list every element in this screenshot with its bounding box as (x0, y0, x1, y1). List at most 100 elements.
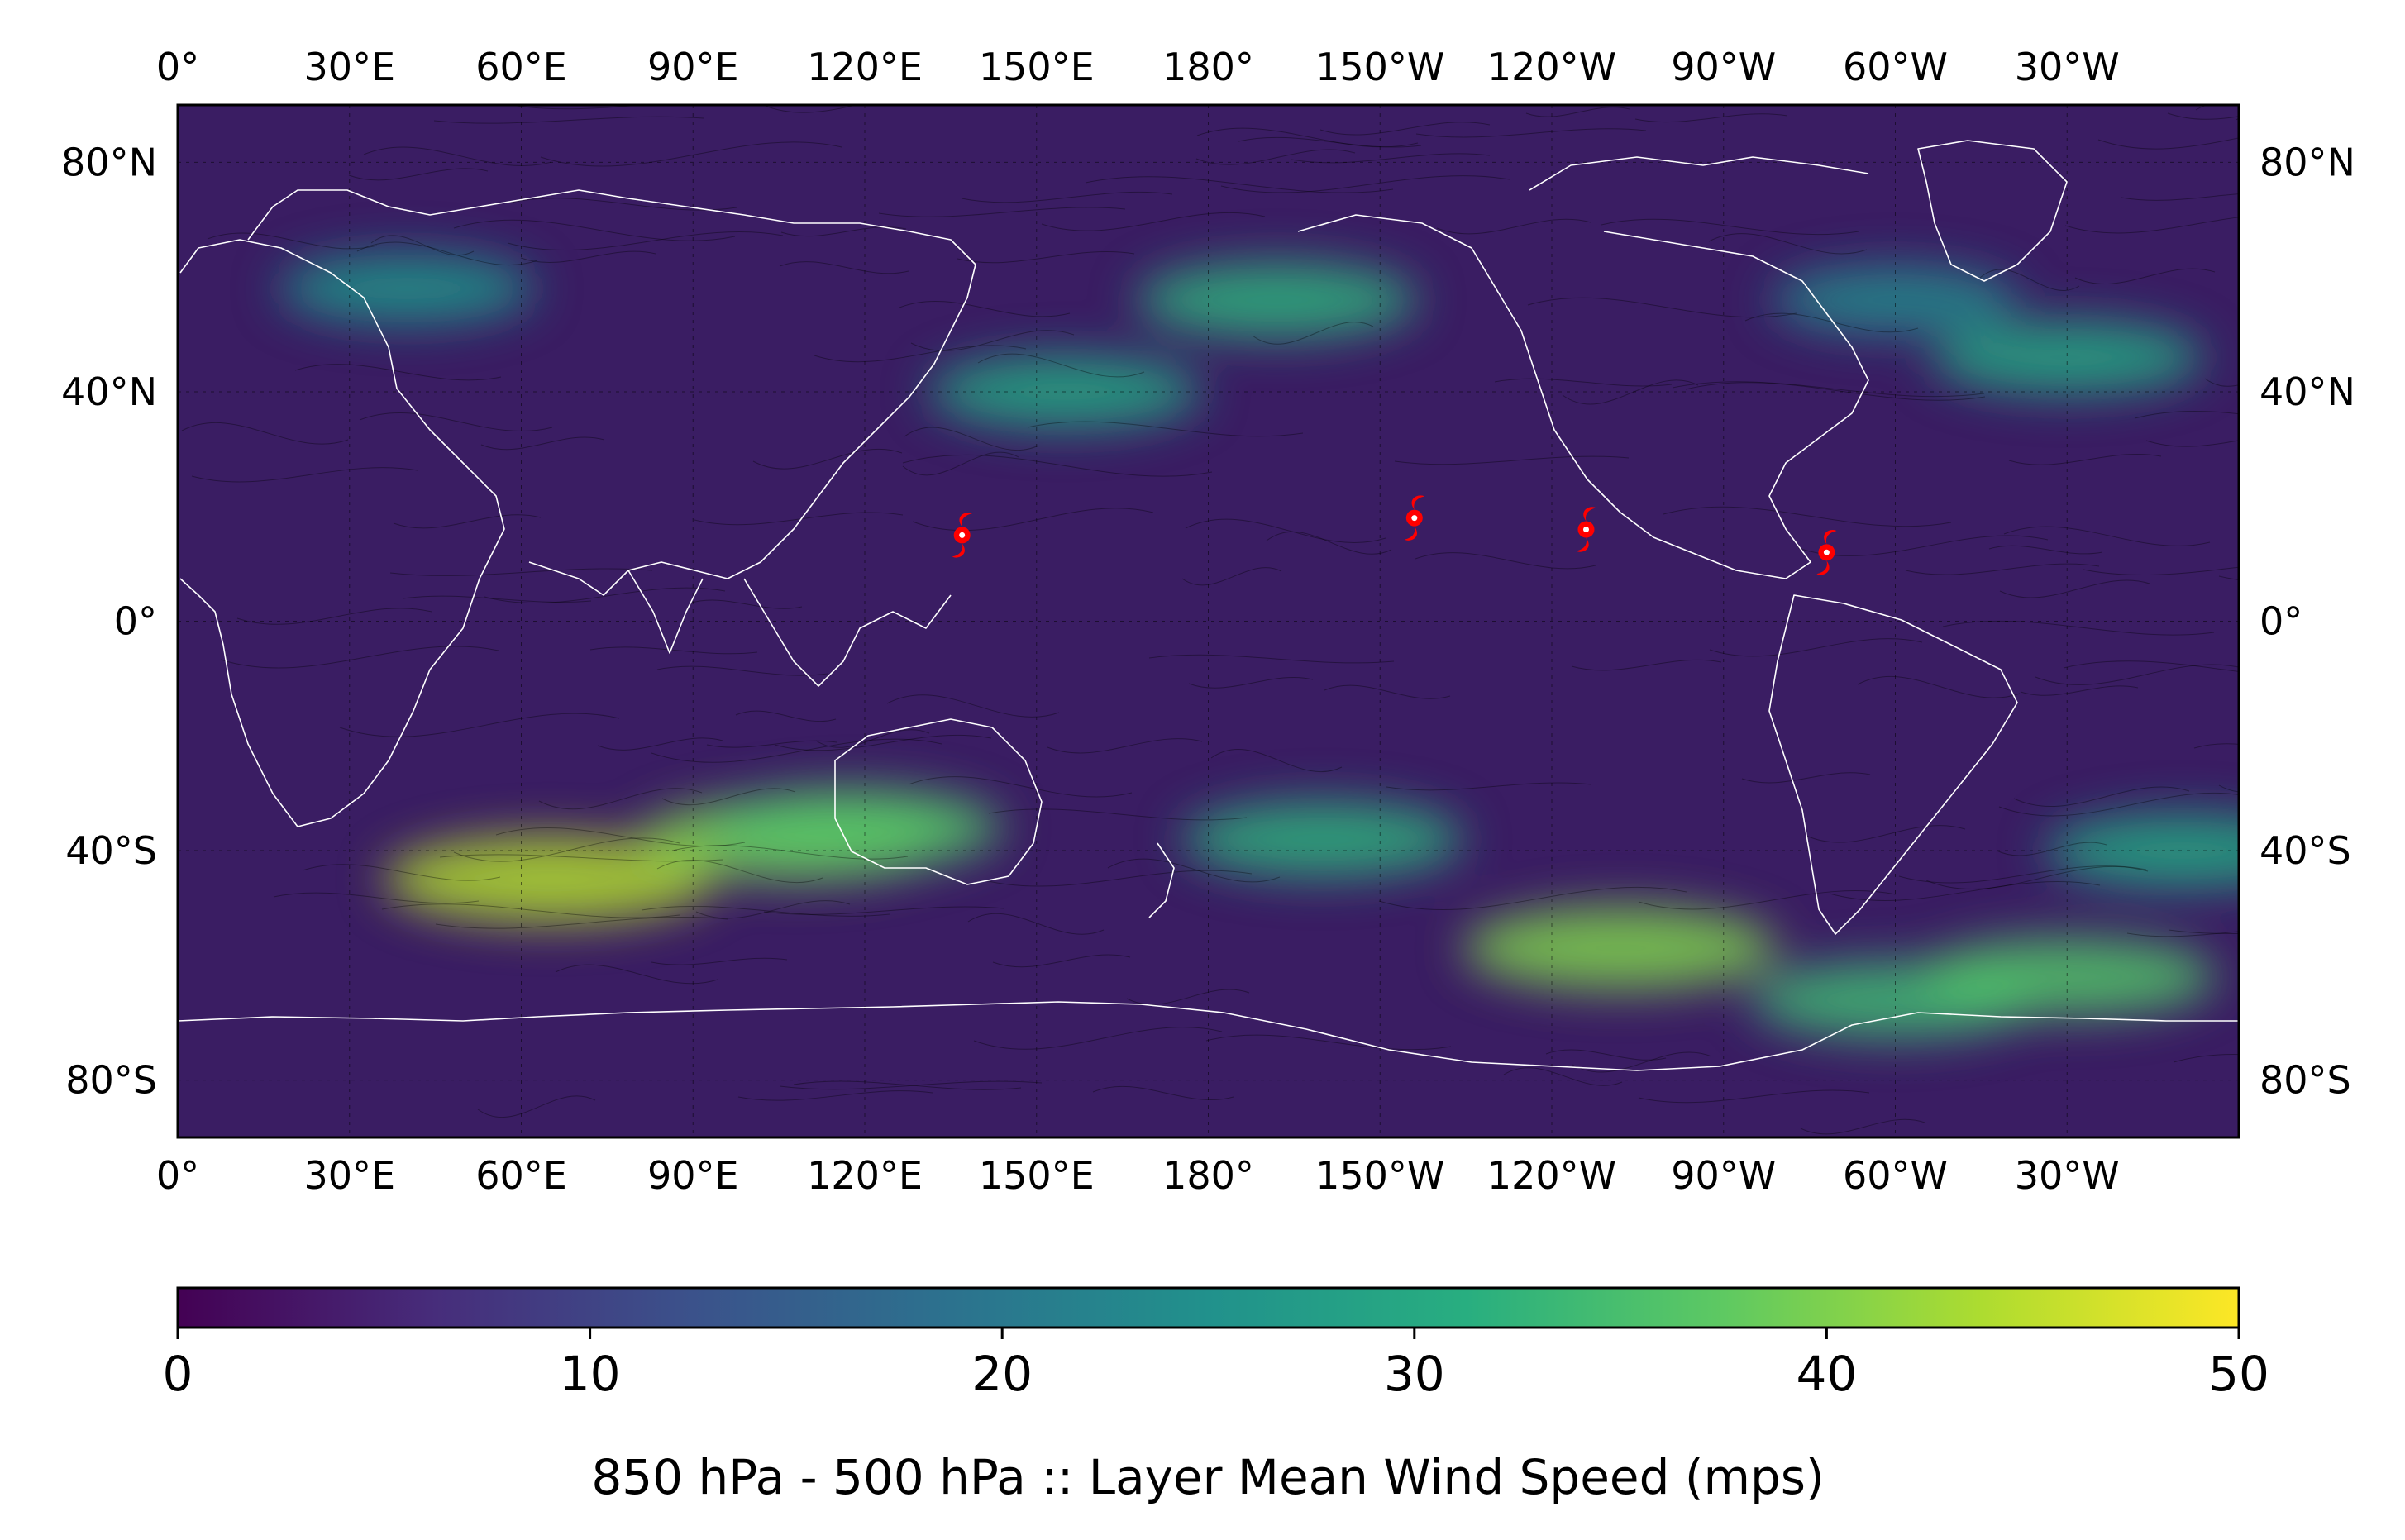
lon-label-bottom-4: 120°E (807, 1153, 923, 1198)
streamline (1996, 842, 2107, 856)
lon-label-top-10: 60°W (1843, 45, 1948, 89)
streamline (2168, 929, 2239, 934)
lat-label-right-2: 0° (2259, 599, 2302, 644)
streamline (1378, 886, 1687, 911)
hurricane-icon (952, 513, 972, 558)
coastline-se-asia (743, 578, 952, 687)
map-frame (176, 103, 2240, 1139)
colorbar-tick-label-1: 10 (560, 1346, 621, 1402)
streamline (381, 903, 680, 918)
streamline (1238, 136, 1422, 148)
streamline (1741, 772, 1871, 784)
lon-label-top-1: 30°E (303, 45, 395, 89)
streamline (1672, 381, 1985, 398)
lat-label-left-0: 80°N (61, 140, 157, 184)
streamline (688, 599, 803, 609)
streamline (967, 913, 1105, 935)
streamline (589, 646, 758, 655)
streamline (763, 906, 1005, 915)
streamline (992, 954, 1131, 968)
lon-label-bottom-8: 120°W (1487, 1153, 1616, 1198)
streamline (695, 900, 851, 919)
streamline (984, 870, 1253, 887)
streamline (904, 427, 1039, 451)
streamline (2167, 112, 2239, 120)
jet-maximum-6 (1918, 937, 2217, 1017)
streamline (597, 737, 723, 751)
streamline (961, 191, 1173, 203)
jet-maximum-7 (2045, 814, 2239, 888)
streamline (2013, 786, 2190, 807)
jet-maximum-9 (1136, 262, 1418, 338)
streamline (774, 734, 992, 751)
streamline (1291, 153, 1491, 164)
streamline (815, 729, 930, 748)
streamline (1988, 545, 2103, 555)
streamline (1047, 738, 1203, 754)
streamline (1638, 1089, 1870, 1104)
streamline (694, 512, 904, 526)
streamline (393, 514, 542, 529)
streamline (988, 808, 1248, 821)
lon-label-bottom-6: 180° (1162, 1153, 1254, 1198)
lon-label-top-7: 150°W (1315, 45, 1444, 89)
lon-label-bottom-5: 150°E (979, 1153, 1095, 1198)
jet-maximum-3 (1182, 801, 1463, 877)
streamline (2020, 685, 2139, 696)
lon-label-bottom-11: 30°W (2015, 1153, 2120, 1198)
coastline-new-zealand (1148, 842, 1175, 918)
streamline (435, 917, 728, 929)
streamline (1857, 675, 2021, 698)
streamline (453, 219, 736, 241)
streamline (957, 251, 1135, 264)
jet-maximum-11 (279, 254, 535, 323)
streamlines (181, 105, 2239, 1135)
streamline (1571, 659, 1722, 671)
streamline (439, 854, 723, 862)
streamline (1525, 107, 1630, 117)
streamline (302, 864, 501, 881)
coastline-south-america (1768, 594, 2018, 935)
streamline (2063, 660, 2239, 672)
hurricane-icon (1404, 495, 1424, 541)
streamline (273, 892, 480, 904)
streamline (207, 232, 378, 250)
streamline (899, 301, 1071, 317)
hurricane-icon (1816, 529, 1837, 575)
streamline (1210, 748, 1343, 773)
streamline (671, 845, 909, 860)
streamline (1685, 382, 1986, 401)
coastline-antarctica (178, 1001, 2239, 1071)
streamline (656, 665, 828, 676)
latitude-labels-right: 80°N 40°N 0° 40°S 80°S (2259, 140, 2355, 1102)
streamline (2121, 193, 2239, 201)
gridlines (178, 105, 2239, 1137)
streamline (477, 1095, 596, 1118)
streamline (2126, 931, 2239, 937)
streamline (1572, 1051, 1712, 1073)
streamline (2035, 664, 2239, 685)
streamline (2097, 137, 2239, 150)
streamline (2204, 378, 2239, 387)
colorbar: 0 10 20 30 40 50 850 hPa - 500 hPa :: La… (163, 1286, 2269, 1505)
jet-maximum-10 (1930, 321, 2204, 394)
streamline (2218, 784, 2239, 793)
streamline (555, 964, 718, 985)
lat-label-left-2: 0° (114, 599, 157, 644)
streamline (294, 364, 502, 381)
streamline (1925, 865, 2149, 890)
colorbar-label: 850 hPa - 500 hPa :: Layer Mean Wind Spe… (591, 1449, 1824, 1505)
streamline (780, 226, 907, 237)
coastline-africa-europe (179, 239, 505, 827)
streamline (433, 116, 704, 124)
coastline-arctic-islands (1529, 156, 1869, 191)
streamline (191, 467, 418, 483)
streamline (2145, 440, 2239, 447)
streamline (1545, 1049, 1667, 1061)
colorbar-tick-label-4: 40 (1796, 1346, 1857, 1402)
longitude-labels-bottom: 0° 30°E 60°E 90°E 120°E 150°E 180° 150°W… (156, 1153, 2120, 1198)
latitude-labels-left: 80°N 40°N 0° 40°S 80°S (61, 140, 157, 1102)
streamline (1196, 127, 1419, 148)
streamline (1126, 989, 1250, 1005)
lon-label-top-4: 120°E (807, 45, 923, 89)
